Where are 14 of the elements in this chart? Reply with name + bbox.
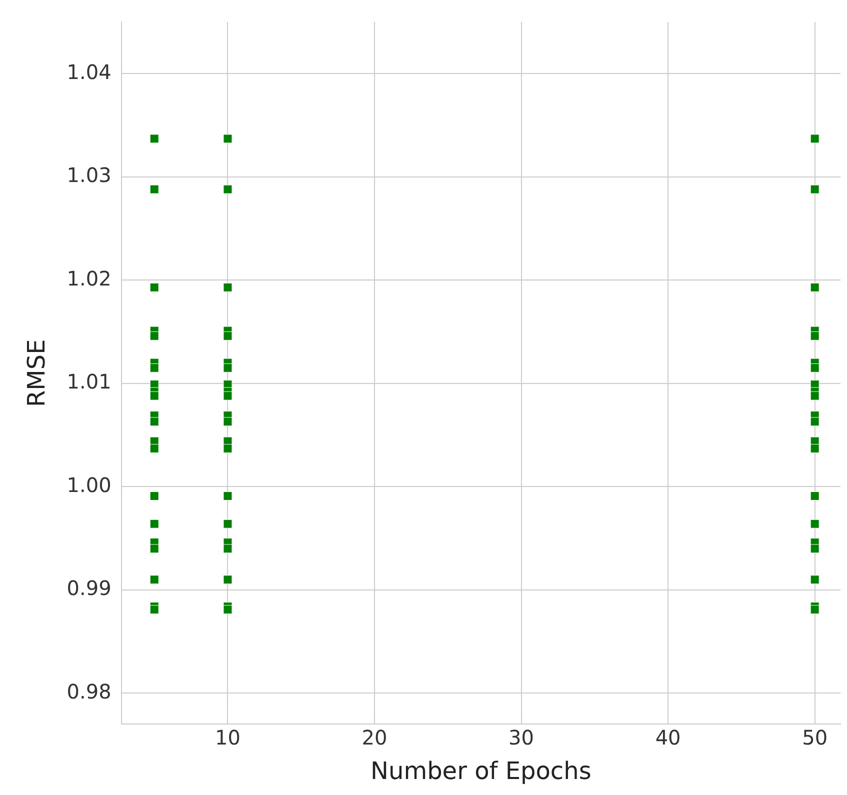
y-tick-label: 0.99	[66, 576, 112, 600]
x-axis-title: Number of Epochs	[370, 756, 592, 785]
y-tick-label: 1.02	[66, 266, 112, 290]
x-tick-label: 50	[802, 725, 828, 750]
x-tick-label: 40	[655, 725, 681, 750]
y-axis-title: RMSE	[22, 339, 51, 407]
x-tick-label: 20	[362, 725, 388, 750]
y-tick-label: 1.01	[66, 370, 112, 394]
y-tick-label: 1.04	[66, 60, 112, 84]
y-tick-label: 0.98	[66, 679, 112, 704]
y-tick-label: 1.03	[66, 163, 112, 188]
y-tick-label: 1.00	[66, 472, 112, 497]
x-tick-label: 30	[508, 725, 534, 750]
x-tick-label: 10	[215, 725, 240, 750]
